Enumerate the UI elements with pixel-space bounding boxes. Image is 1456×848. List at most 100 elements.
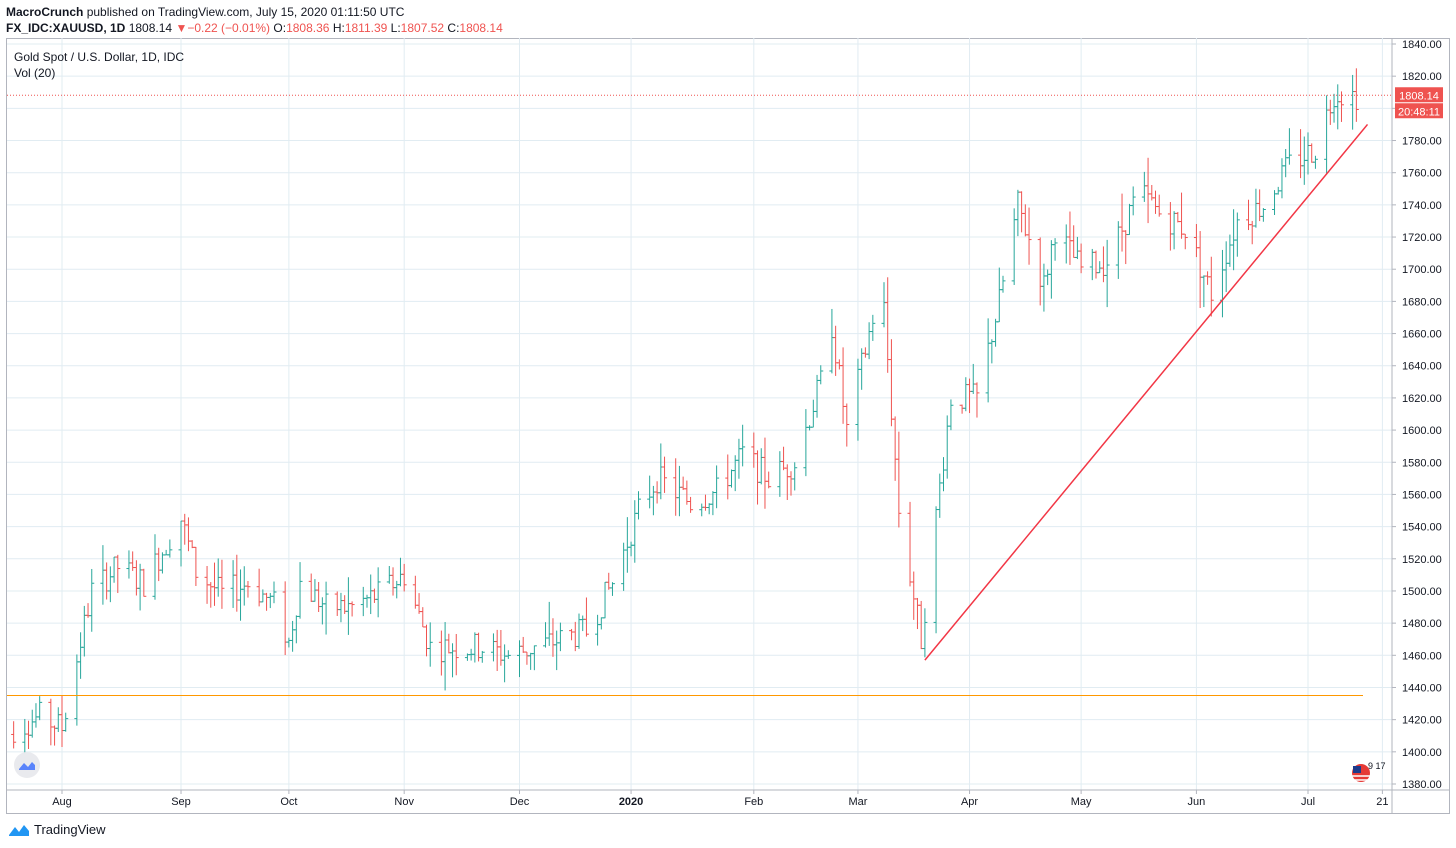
- ohlc-bar: [81, 605, 87, 657]
- y-tick-label: 1580.00: [1402, 457, 1442, 469]
- ohlc-bar: [554, 630, 560, 671]
- ohlc-bar: [725, 454, 731, 500]
- y-tick-label: 1500.00: [1402, 586, 1442, 598]
- high-value: 1811.39: [344, 21, 388, 35]
- ohlc-bar: [29, 709, 35, 738]
- ohlc-bar: [234, 554, 240, 612]
- y-tick-label: 1740.00: [1402, 200, 1442, 212]
- ascending-trendline: [924, 123, 1369, 661]
- ohlc-bar: [152, 534, 158, 600]
- ohlc-bar: [394, 580, 400, 599]
- ohlc-bar: [211, 562, 217, 606]
- ohlc-bar: [1115, 221, 1121, 279]
- ohlc-bar: [1227, 234, 1233, 267]
- ohlc-bar: [1015, 189, 1021, 237]
- ohlc-bar: [1026, 207, 1032, 265]
- footer-brand[interactable]: TradingView: [8, 822, 106, 837]
- ohlc-bar: [1093, 250, 1099, 279]
- ohlc-bar: [989, 339, 995, 364]
- tradingview-logo-icon: [9, 824, 29, 836]
- ohlc-bar: [397, 557, 403, 587]
- x-tick-label: 2020: [619, 796, 643, 808]
- ohlc-bar: [688, 496, 694, 513]
- ohlc-bar: [1179, 192, 1185, 239]
- ohlc-bar: [219, 559, 225, 609]
- ohlc-bar: [208, 582, 214, 608]
- ohlc-bar: [1104, 239, 1110, 308]
- us-flag-canton: [1353, 766, 1361, 773]
- ohlc-bar: [602, 581, 608, 619]
- ohlc-bar: [1309, 143, 1315, 163]
- publish-line: MacroCrunch published on TradingView.com…: [6, 5, 404, 19]
- close-label: C:: [447, 21, 460, 35]
- ohlc-bar: [316, 581, 322, 612]
- ohlc-bar: [1063, 224, 1069, 264]
- y-tick-label: 1480.00: [1402, 618, 1442, 630]
- ohlc-bar: [297, 562, 303, 619]
- x-tick-label: Sep: [171, 796, 191, 808]
- ohlc-bar: [829, 308, 835, 374]
- ohlc-bar: [803, 409, 809, 477]
- y-tick-label: 1700.00: [1402, 264, 1442, 276]
- ohlc-bar: [308, 573, 314, 602]
- y-tick-label: 1680.00: [1402, 296, 1442, 308]
- ohlc-bar: [1167, 202, 1173, 251]
- ohlc-bar: [699, 503, 705, 517]
- ohlc-bar: [870, 314, 876, 341]
- ohlc-bar: [758, 448, 764, 485]
- ohlc-bar: [736, 438, 742, 479]
- ohlc-bar: [844, 403, 850, 447]
- ohlc-bar: [777, 451, 783, 497]
- volume-legend[interactable]: Vol (20): [14, 66, 56, 80]
- ohlc-bar: [1312, 155, 1318, 169]
- ohlc-bar: [918, 600, 924, 650]
- ohlc-bar: [818, 365, 824, 385]
- price-badge-label: 1808.14: [1399, 90, 1439, 102]
- ohlc-bar: [814, 374, 820, 418]
- ohlc-bar: [401, 563, 407, 592]
- ohlc-bar: [245, 581, 251, 598]
- ohlc-bar: [193, 546, 199, 587]
- ohlc-bar: [1175, 211, 1181, 223]
- price-change: −0.22 (−0.01%): [187, 21, 271, 35]
- ohlc-bar: [1037, 237, 1043, 306]
- ohlc-bar: [1171, 211, 1177, 250]
- y-tick-label: 1440.00: [1402, 682, 1442, 694]
- ohlc-bar: [524, 651, 530, 665]
- y-tick-label: 1460.00: [1402, 650, 1442, 662]
- ohlc-bar: [662, 456, 668, 493]
- y-tick-label: 1600.00: [1402, 425, 1442, 437]
- ohlc-bar: [781, 446, 787, 471]
- ohlc-bar: [505, 650, 511, 659]
- ohlc-bar: [937, 473, 943, 518]
- y-tick-label: 1840.00: [1402, 39, 1442, 51]
- chart-settings-icon[interactable]: [14, 752, 40, 778]
- corner-badge-text: 9 17: [1368, 761, 1386, 771]
- tradingview-mini-logo-icon: [19, 762, 35, 770]
- ohlc-bar: [63, 712, 69, 732]
- ohlc-bar: [338, 592, 344, 623]
- ohlc-bar: [89, 568, 95, 632]
- ohlc-bar: [993, 318, 999, 347]
- chart-frame[interactable]: [6, 38, 1450, 814]
- ohlc-bar: [290, 620, 296, 652]
- y-tick-label: 1820.00: [1402, 71, 1442, 83]
- chart-legend-title[interactable]: Gold Spot / U.S. Dollar, 1D, IDC: [14, 50, 185, 64]
- ohlc-bar: [531, 645, 537, 671]
- ohlc-bar: [1208, 256, 1214, 317]
- ohlc-bar: [1100, 246, 1106, 283]
- ohlc-bar: [427, 622, 433, 667]
- ohlc-bar: [1022, 204, 1028, 237]
- low-label: L:: [390, 21, 401, 35]
- ohlc-bar: [673, 458, 679, 516]
- ohlc-bar: [922, 608, 928, 658]
- ohlc-bar: [836, 359, 842, 370]
- x-tick-label: Feb: [744, 796, 763, 808]
- ohlc-bar: [1089, 248, 1095, 281]
- ohlc-bar: [1097, 261, 1103, 274]
- ohlc-bar: [967, 378, 973, 414]
- publisher-name[interactable]: MacroCrunch: [6, 5, 84, 19]
- ohlc-bar: [810, 399, 816, 428]
- ohlc-bar: [178, 520, 184, 567]
